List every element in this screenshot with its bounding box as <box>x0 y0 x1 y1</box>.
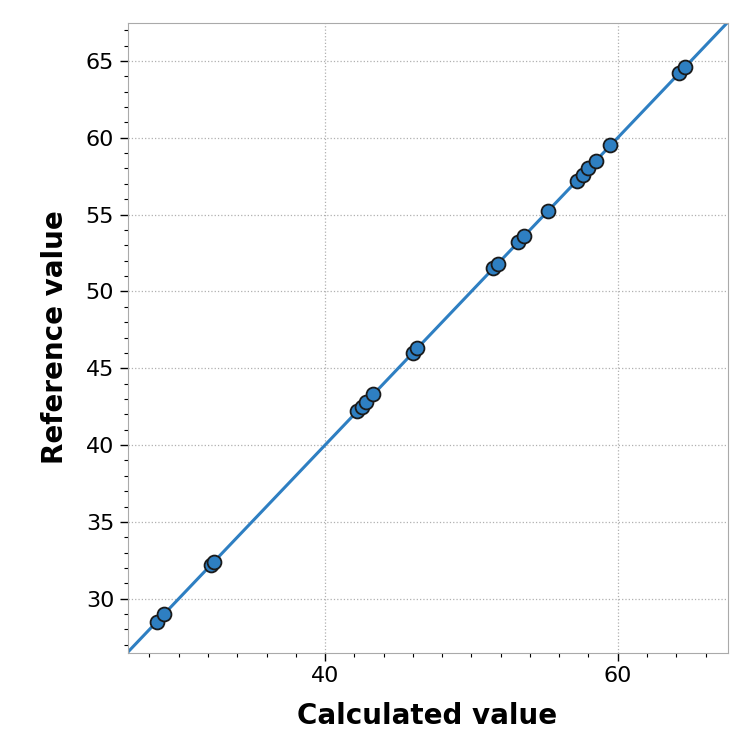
Point <box>512 236 524 248</box>
Point <box>542 206 554 218</box>
Point <box>577 169 589 181</box>
X-axis label: Calculated value: Calculated value <box>298 702 557 730</box>
Point <box>368 388 380 400</box>
Point <box>351 405 363 417</box>
Point <box>158 608 170 620</box>
Point <box>583 163 595 175</box>
Point <box>679 61 691 73</box>
Point <box>590 154 602 166</box>
Point <box>406 346 418 358</box>
Point <box>492 258 504 270</box>
Point <box>360 396 372 408</box>
Y-axis label: Reference value: Reference value <box>41 211 69 464</box>
Point <box>571 175 583 187</box>
Point <box>205 559 217 571</box>
Point <box>151 616 163 628</box>
Point <box>518 230 530 242</box>
Point <box>604 140 616 152</box>
Point <box>411 342 423 354</box>
Point <box>674 68 686 80</box>
Point <box>208 556 220 568</box>
Point <box>356 400 368 412</box>
Point <box>488 262 500 274</box>
